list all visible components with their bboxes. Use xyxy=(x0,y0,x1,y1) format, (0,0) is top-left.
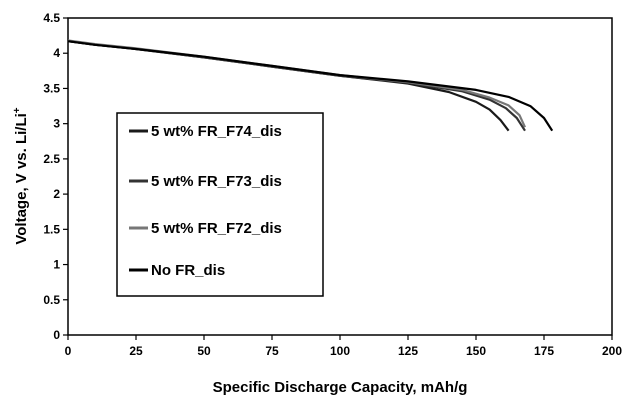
series-layer xyxy=(67,39,554,132)
legend-label: 5 wt% FR_F73_dis xyxy=(151,173,282,190)
y-axis-title-group: Voltage, V vs. Li/Li+ xyxy=(12,107,30,244)
y-axis-title-sup: + xyxy=(12,107,23,113)
x-tick-label: 150 xyxy=(466,344,486,358)
y-tick-label: 3 xyxy=(53,117,60,131)
y-tick-label: 3.5 xyxy=(43,81,60,95)
x-axis-title: Specific Discharge Capacity, mAh/g xyxy=(213,379,468,396)
x-tick-label: 200 xyxy=(602,344,622,358)
y-tick-label: 1.5 xyxy=(43,222,60,236)
legend-label: No FR_dis xyxy=(151,262,225,279)
series-line xyxy=(67,40,554,132)
legend-label: 5 wt% FR_F72_dis xyxy=(151,220,282,237)
x-tick-label: 25 xyxy=(129,344,143,358)
x-axis-ticks: 0 25 50 75 100 125 150 175 200 xyxy=(65,335,622,358)
legend: 5 wt% FR_F74_dis 5 wt% FR_F73_dis 5 wt% FR… xyxy=(116,112,324,297)
y-tick-label: 0 xyxy=(53,328,60,342)
y-tick-label: 2 xyxy=(53,187,60,201)
x-tick-label: 175 xyxy=(534,344,554,358)
y-tick-label: 4 xyxy=(53,46,60,60)
x-tick-label: 50 xyxy=(197,344,211,358)
y-tick-label: 1 xyxy=(53,258,60,272)
y-tick-label: 0.5 xyxy=(43,293,60,307)
x-tick-label: 0 xyxy=(65,344,72,358)
y-axis-ticks: 0 0.5 1 1.5 2 2.5 3 3.5 4 4.5 xyxy=(43,11,68,342)
y-axis-title: Voltage, V vs. Li/Li+ xyxy=(12,107,30,244)
y-tick-label: 4.5 xyxy=(43,11,60,25)
legend-box xyxy=(116,112,324,297)
legend-label: 5 wt% FR_F74_dis xyxy=(151,123,282,140)
y-axis-title-main: Voltage, V vs. Li/Li xyxy=(13,113,30,244)
x-tick-label: 75 xyxy=(265,344,279,358)
y-tick-label: 2.5 xyxy=(43,152,60,166)
x-tick-label: 125 xyxy=(398,344,418,358)
x-tick-label: 100 xyxy=(330,344,350,358)
